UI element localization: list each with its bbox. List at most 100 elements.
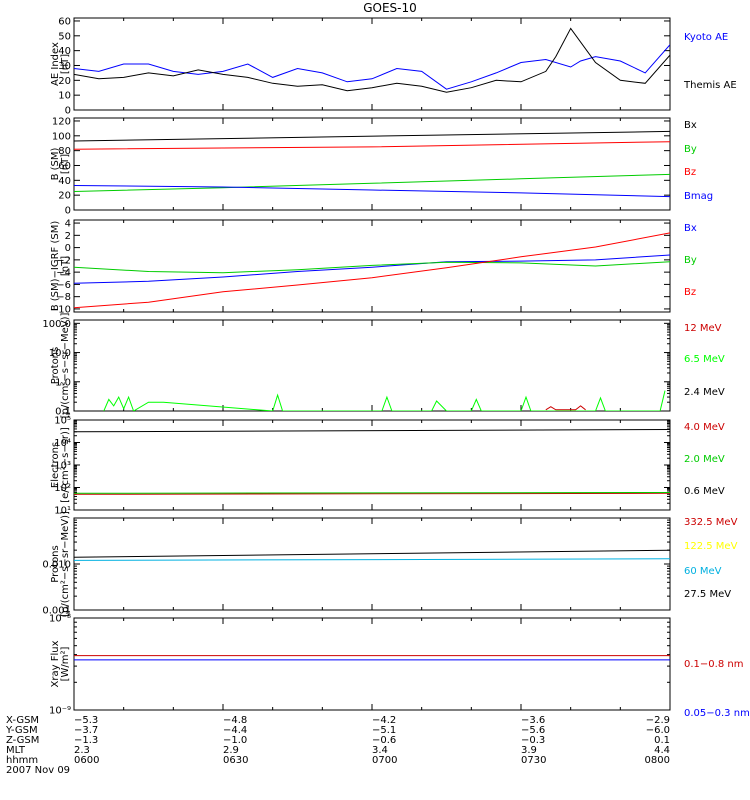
legend-entry: 12 MeV [684,323,722,334]
series-group [74,549,670,561]
y-axis-label: B (SM) [50,147,61,180]
y-tick-label: 0.001 [42,606,71,617]
legend-entry: By [684,144,697,155]
panel-7: 10⁻⁹ 10⁻⁸ Xray Flux [W/m²] 0.1−0.8 nm 0.05−0.… [49,614,750,720]
y-tick-label: 10⁵ [54,416,71,427]
panels: 0 10 20 30 40 50 60 AE Index [nT] Kyoto AE Themis … [42,16,749,719]
y-tick-label: 10.0 [49,348,71,359]
footer-cell: 0800 [645,755,670,766]
panel-4: 0.1 1.0 10.0 100.0 Protons [p/(cm²−s−sr−MeV)]… [42,312,725,418]
legend-entry: By [684,255,697,266]
y-tick-label: 20 [58,191,71,202]
y-tick-label: −2 [56,255,71,266]
panel-frame [73,319,671,412]
legend-entry: 2.0 MeV [684,454,725,465]
y-axis-label: [p/(cm²−s−sr−MeV)] [60,511,71,617]
y-tick-label: −8 [56,292,71,303]
y-axis-label: Protons [50,347,61,384]
panel-frame [73,219,671,313]
footer-cell: 2.3 [74,745,90,756]
y-tick-label: −6 [56,280,71,291]
footer-row-label: X-GSM [6,715,39,726]
series-line [74,558,670,561]
y-tick-label: 2 [65,231,71,242]
legend-entry: 2.4 MeV [684,387,725,398]
legend-entry: 122.5 MeV [684,541,738,552]
footer-row-label: Y-GSM [5,725,38,736]
series-group [74,232,670,309]
y-axis-label: [W/m²] [60,646,71,681]
y-tick-label: 60 [58,16,71,27]
chart-title: GOES-10 [363,1,417,15]
y-tick-label: 0 [65,206,71,217]
legend-entry: 60 MeV [684,566,722,577]
legend-entry: Bx [684,223,697,234]
legend-entry: Bx [684,120,697,131]
y-axis-label: [p/(cm²−s−sr−MeV)] [60,312,71,418]
y-axis-label: Xray Flux [50,640,61,687]
footer-cell: −5.6 [521,725,545,736]
y-tick-label: 30 [58,61,71,72]
y-axis-label: B (SM)−IGRF (SM) [50,221,61,312]
footer-cell: −0.6 [372,735,396,746]
footer-cell: 4.4 [654,745,670,756]
footer-cell: 3.4 [372,745,388,756]
y-axis-label: [e/(cm²−s−sr)] [60,427,71,503]
legend-entry: 0.6 MeV [684,486,725,497]
legend-entry: 0.1−0.8 nm [684,659,743,670]
legend-entry: 6.5 MeV [684,354,725,365]
footer-cell: −0.3 [521,735,545,746]
series-line [74,254,670,284]
series-line [74,429,670,433]
series-line [74,492,670,494]
footer-cell: 0600 [74,755,99,766]
legend-entry: Kyoto AE [684,32,728,43]
footer-cell: 0630 [223,755,248,766]
panel-5: 10¹ 10² 10³ 10⁴ 10⁵ Electrons [e/(cm²−s−sr)] 4.… [50,416,725,517]
panel-frame [73,117,671,211]
series-line [74,27,670,93]
footer-cell: −6.0 [646,725,670,736]
y-tick-label: −4 [56,268,71,279]
legend-entry: Bz [684,287,696,298]
y-tick-label: 10 [58,91,71,102]
y-tick-label: 10¹ [54,506,71,517]
series-group [74,27,670,93]
series-line [74,130,670,142]
panel-frame [73,517,671,611]
footer-cell: −5.1 [372,725,396,736]
y-axis-label: [nT] [60,54,71,74]
footer-cell: −2.9 [646,715,670,726]
y-tick-label: 100 [52,131,71,142]
footer-row-label: MLT [6,745,26,756]
series-group [103,390,666,411]
footer-cell: −3.7 [74,725,98,736]
legend-entry: 332.5 MeV [684,517,738,528]
series-line [74,232,670,309]
footer-cell: −4.2 [372,715,396,726]
panel-2: 0 20 40 60 80 100 120 B (SM) [nT] Bx By Bz Bmag [50,116,713,216]
footer-cell: 0730 [521,755,546,766]
y-tick-label: 50 [58,31,71,42]
series-line [74,261,670,274]
legend-entry: Themis AE [683,80,737,91]
y-tick-label: 40 [58,46,71,57]
footer-cell: 3.9 [521,745,537,756]
legend-entry: Bmag [684,191,713,202]
series-line [103,390,666,411]
panel-1: 0 10 20 30 40 50 60 AE Index [nT] Kyoto AE Themis … [50,16,737,116]
series-line [545,405,586,411]
y-axis-label: AE Index [50,42,61,86]
y-tick-label: −10 [50,304,71,315]
y-tick-label: 60 [58,161,71,172]
footer-cell: −1.0 [223,735,247,746]
footer-row-label: 2007 Nov 09 [6,765,70,776]
y-tick-label: 4 [65,219,71,230]
y-tick-label: 40 [58,176,71,187]
y-tick-label: 10³ [54,461,71,472]
y-tick-label: 80 [58,146,71,157]
y-tick-label: 100.0 [42,319,71,330]
legend-entry: 0.05−0.3 nm [684,708,750,719]
